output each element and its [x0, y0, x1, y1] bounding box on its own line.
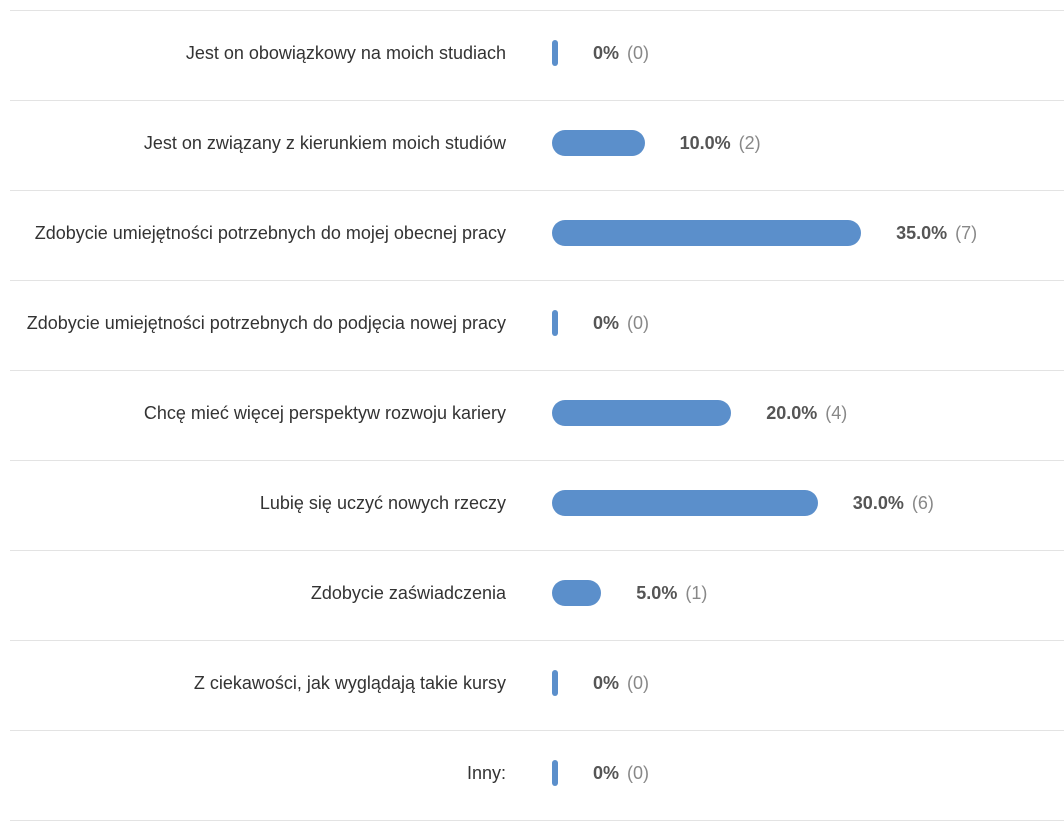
response-row: Inny: 0% (0)	[10, 731, 1064, 821]
percent-label: 20.0%	[766, 402, 818, 423]
bar	[552, 220, 862, 246]
bar-cell: 20.0% (4)	[552, 400, 847, 426]
count-label: (0)	[627, 312, 650, 333]
bar-cell: 10.0% (2)	[552, 130, 761, 156]
option-label: Z ciekawości, jak wyglądają takie kursy	[193, 673, 506, 693]
bar-cell: 0% (0)	[552, 670, 649, 696]
response-row: Lubię się uczyć nowych rzeczy 30.0% (6)	[10, 461, 1064, 551]
bar-cell: 35.0% (7)	[552, 220, 977, 246]
bar	[552, 580, 602, 606]
response-row: Jest on obowiązkowy na moich studiach 0% (…	[10, 11, 1064, 101]
response-row: Zdobycie umiejętności potrzebnych do moj…	[10, 191, 1064, 281]
count-label: (6)	[911, 492, 934, 513]
count-label: (7)	[955, 222, 978, 243]
count-label: (4)	[825, 402, 848, 423]
option-label: Jest on związany z kierunkiem moich stud…	[143, 133, 506, 153]
bar	[552, 40, 558, 66]
chart: Jest on obowiązkowy na moich studiach 0% (…	[10, 10, 1064, 821]
bar	[552, 400, 732, 426]
percent-label: 10.0%	[679, 132, 731, 153]
bar	[552, 760, 558, 786]
percent-label: 35.0%	[896, 222, 948, 243]
option-label: Chcę mieć więcej perspektyw rozwoju kari…	[143, 403, 506, 423]
count-label: (0)	[627, 672, 650, 693]
count-label: (0)	[627, 762, 650, 783]
option-label: Inny:	[466, 763, 506, 783]
bar	[552, 130, 645, 156]
bar-cell: 0% (0)	[552, 40, 649, 66]
count-label: (0)	[627, 42, 650, 63]
bar	[552, 670, 558, 696]
count-label: (2)	[738, 132, 761, 153]
response-row: Zdobycie umiejętności potrzebnych do pod…	[10, 281, 1064, 371]
option-label: Zdobycie zaświadczenia	[310, 583, 506, 603]
bar-cell: 5.0% (1)	[552, 580, 707, 606]
response-row: Z ciekawości, jak wyglądają takie kursy 0…	[10, 641, 1064, 731]
bar	[552, 310, 558, 336]
bar-cell: 0% (0)	[552, 760, 649, 786]
response-row: Jest on związany z kierunkiem moich stud…	[10, 101, 1064, 191]
bar-cell: 0% (0)	[552, 310, 649, 336]
option-label: Jest on obowiązkowy na moich studiach	[185, 43, 506, 63]
option-label: Zdobycie umiejętności potrzebnych do moj…	[34, 223, 506, 243]
option-label: Zdobycie umiejętności potrzebnych do pod…	[26, 313, 506, 333]
percent-label: 5.0%	[636, 582, 678, 603]
percent-label: 0%	[593, 42, 620, 63]
option-label: Lubię się uczyć nowych rzeczy	[259, 493, 506, 513]
percent-label: 30.0%	[852, 492, 904, 513]
bar-cell: 30.0% (6)	[552, 490, 934, 516]
percent-label: 0%	[593, 762, 620, 783]
percent-label: 0%	[593, 312, 620, 333]
count-label: (1)	[685, 582, 708, 603]
response-row: Zdobycie zaświadczenia 5.0% (1)	[10, 551, 1064, 641]
percent-label: 0%	[593, 672, 620, 693]
bar	[552, 490, 818, 516]
response-row: Chcę mieć więcej perspektyw rozwoju kari…	[10, 371, 1064, 461]
